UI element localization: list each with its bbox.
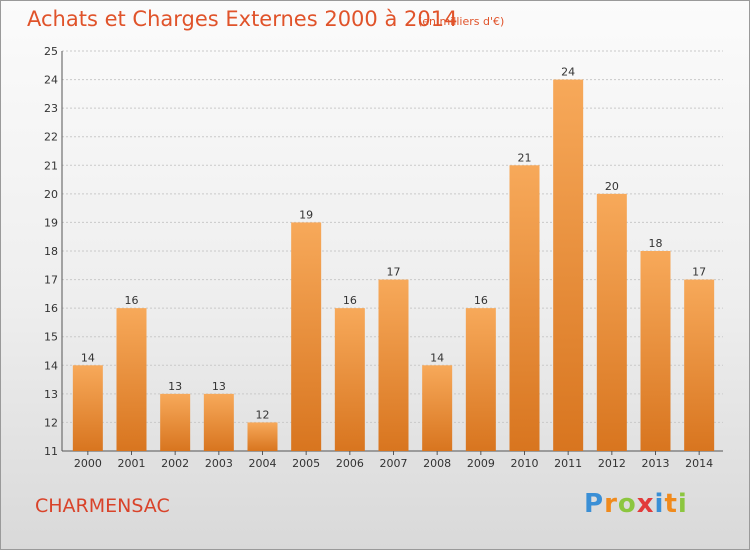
bar	[72, 365, 103, 451]
x-tick-label: 2005	[292, 457, 320, 470]
data-label: 16	[343, 294, 357, 307]
bar	[465, 308, 496, 451]
logo-letter: i	[654, 489, 665, 519]
data-label: 17	[692, 266, 706, 279]
x-tick-label: 2007	[380, 457, 408, 470]
bar	[422, 365, 453, 451]
x-tick-label: 2011	[554, 457, 582, 470]
bar	[553, 79, 584, 452]
x-tick-label: 2001	[118, 457, 146, 470]
bar	[378, 279, 409, 451]
y-tick-label: 24	[44, 74, 58, 87]
city-name: CHARMENSAC	[35, 495, 170, 517]
x-tick-label: 2000	[74, 457, 102, 470]
y-tick-label: 13	[44, 388, 58, 401]
bar	[596, 193, 627, 451]
data-label: 20	[605, 180, 619, 193]
y-tick-label: 21	[44, 159, 58, 172]
chart-subtitle: (en milliers d'€)	[418, 15, 505, 28]
data-label: 12	[256, 408, 270, 421]
y-tick-label: 23	[44, 102, 58, 115]
x-tick-label: 2010	[511, 457, 539, 470]
logo-letter: r	[604, 489, 618, 519]
y-tick-label: 17	[44, 274, 58, 287]
y-tick-label: 18	[44, 245, 58, 258]
y-tick-label: 20	[44, 188, 58, 201]
logo-letter: i	[677, 489, 688, 519]
x-tick-label: 2013	[642, 457, 670, 470]
data-label: 14	[81, 351, 95, 364]
bar	[247, 422, 278, 451]
bar	[203, 393, 234, 451]
y-tick-label: 22	[44, 131, 58, 144]
data-label: 13	[212, 380, 226, 393]
y-tick-label: 14	[44, 359, 58, 372]
y-tick-label: 12	[44, 416, 58, 429]
x-tick-label: 2014	[685, 457, 713, 470]
data-label: 18	[649, 237, 663, 250]
x-tick-label: 2006	[336, 457, 364, 470]
bar	[509, 165, 540, 452]
x-tick-label: 2002	[161, 457, 189, 470]
bar	[334, 308, 365, 451]
logo-letter: o	[617, 489, 637, 519]
logo-letter: x	[636, 489, 655, 519]
logo-letter: P	[584, 489, 605, 519]
chart-title: Achats et Charges Externes 2000 à 2014	[27, 7, 458, 31]
bar	[684, 279, 715, 451]
y-tick-label: 25	[44, 45, 58, 58]
y-tick-label: 16	[44, 302, 58, 315]
bar	[160, 393, 191, 451]
x-tick-label: 2004	[249, 457, 277, 470]
data-label: 16	[125, 294, 139, 307]
y-tick-label: 15	[44, 331, 58, 344]
data-label: 24	[561, 66, 575, 79]
x-tick-label: 2009	[467, 457, 495, 470]
bar	[640, 251, 671, 451]
data-label: 17	[387, 266, 401, 279]
proxiti-logo[interactable]: Proxiti	[584, 489, 688, 519]
x-tick-label: 2008	[423, 457, 451, 470]
y-tick-label: 11	[44, 445, 58, 458]
y-tick-label: 19	[44, 216, 58, 229]
data-label: 13	[168, 380, 182, 393]
data-label: 19	[299, 208, 313, 221]
logo-letter: t	[664, 489, 678, 519]
bar	[116, 308, 147, 451]
bar	[291, 222, 322, 451]
x-tick-label: 2003	[205, 457, 233, 470]
x-tick-label: 2012	[598, 457, 626, 470]
data-label: 14	[430, 351, 444, 364]
data-label: 16	[474, 294, 488, 307]
data-label: 21	[518, 151, 532, 164]
